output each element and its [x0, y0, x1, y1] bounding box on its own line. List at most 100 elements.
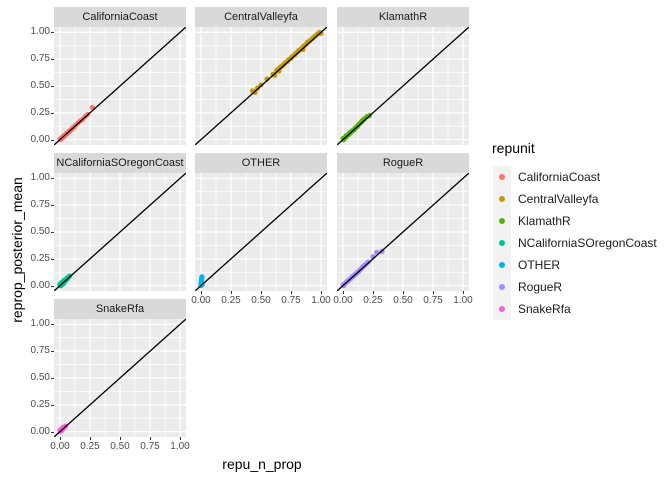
- legend-key: [493, 188, 511, 210]
- y-tick-label: 1.00: [30, 318, 50, 330]
- legend-dot: [499, 284, 505, 290]
- y-tick-label: 0.50: [30, 372, 50, 383]
- legend-dot: [499, 240, 505, 246]
- facet-strip-label: CentralValleyfa: [224, 11, 298, 23]
- x-tick-mark: [261, 291, 262, 294]
- x-tick-mark: [403, 291, 404, 294]
- x-tick-mark: [321, 291, 322, 294]
- y-tick-mark: [51, 431, 54, 433]
- data-point: [318, 30, 324, 37]
- legend-entry-label: SnakeRfa: [518, 302, 571, 316]
- x-tick-mark: [463, 291, 464, 294]
- legend-entry-label: CentralValleyfa: [518, 192, 599, 206]
- facet-strip: CentralValleyfa: [195, 7, 327, 27]
- x-tick-label: 0.50: [110, 441, 130, 452]
- identity-reference-line: [54, 173, 186, 291]
- data-point: [254, 85, 260, 91]
- x-tick-mark: [90, 437, 91, 440]
- facet-strip-label: SnakeRfa: [95, 303, 145, 315]
- x-tick-label: 1.00: [311, 295, 331, 306]
- legend-entry-label: CaliforniaCoast: [518, 170, 601, 184]
- x-tick-label: 0.25: [221, 295, 241, 306]
- legend: repunit CaliforniaCoast CentralValleyfa Kl…: [485, 140, 657, 320]
- facet-panel: [54, 173, 186, 291]
- data-point: [365, 259, 371, 265]
- legend-entry: NCaliforniaSOregonCoast: [485, 232, 657, 254]
- legend-entry-label: KlamathR: [518, 214, 571, 228]
- facet-panel: [54, 319, 186, 437]
- facet-plot-area: [54, 319, 186, 437]
- y-tick-label: 0.75: [30, 53, 50, 65]
- x-tick-mark: [291, 291, 292, 294]
- facet-panel: [195, 27, 327, 145]
- y-tick-label: 0.50: [30, 80, 50, 91]
- legend-entry: OTHER: [485, 254, 657, 276]
- y-tick-mark: [51, 112, 54, 114]
- facet-panel: [337, 173, 469, 291]
- y-tick-mark: [51, 324, 54, 326]
- legend-dot: [499, 218, 505, 224]
- facet-strip: NCaliforniaSOregonCoast: [54, 153, 186, 173]
- legend-key: [493, 232, 511, 254]
- x-tick-label: 0.00: [50, 441, 70, 452]
- y-tick-mark: [51, 351, 54, 353]
- facet-strip-label: OTHER: [241, 157, 281, 169]
- legend-entry-label: OTHER: [518, 258, 560, 272]
- legend-entry: RogueR: [485, 276, 657, 298]
- x-tick-mark: [343, 291, 344, 294]
- y-tick-label: 0.00: [30, 279, 50, 291]
- x-tick-label: 0.00: [191, 295, 211, 306]
- x-tick-label: 1.00: [170, 441, 190, 452]
- legend-entry-label: NCaliforniaSOregonCoast: [518, 236, 657, 250]
- legend-entry: CentralValleyfa: [485, 188, 657, 210]
- identity-reference-line: [195, 27, 327, 145]
- y-tick-label: 0.25: [30, 106, 50, 118]
- y-tick-mark: [51, 86, 54, 87]
- legend-entry: SnakeRfa: [485, 298, 657, 320]
- legend-entry: KlamathR: [485, 210, 657, 232]
- y-tick-mark: [51, 205, 54, 207]
- y-tick-mark: [51, 59, 54, 61]
- facet-panel: [54, 27, 186, 145]
- y-tick-mark: [51, 258, 54, 260]
- y-tick-mark: [51, 178, 54, 180]
- y-tick-label: 0.75: [30, 199, 50, 211]
- legend-dot: [499, 174, 505, 180]
- x-tick-label: 0.75: [281, 295, 301, 306]
- legend-title: repunit: [492, 140, 535, 156]
- y-tick-mark: [51, 232, 54, 233]
- facet-plot-area: [337, 27, 469, 145]
- legend-key: [493, 254, 511, 276]
- x-tick-mark: [120, 437, 121, 440]
- facet-plot-area: [54, 27, 186, 145]
- x-tick-mark: [433, 291, 434, 294]
- identity-reference-line: [337, 27, 469, 145]
- x-tick-mark: [231, 291, 232, 294]
- x-tick-label: 1.00: [453, 295, 473, 306]
- facet-strip-label: NCaliforniaSOregonCoast: [56, 157, 184, 169]
- x-axis-title: repu_n_prop: [222, 456, 302, 472]
- legend-key: [493, 210, 511, 232]
- legend-key: [493, 298, 511, 320]
- x-tick-label: 0.25: [80, 441, 100, 452]
- y-tick-label: 0.00: [30, 133, 50, 145]
- legend-key: [493, 276, 511, 298]
- x-tick-label: 0.50: [251, 295, 271, 306]
- x-tick-mark: [180, 437, 181, 440]
- legend-entry: CaliforniaCoast: [485, 166, 657, 188]
- facet-strip: RogueR: [337, 153, 469, 173]
- x-tick-label: 0.25: [363, 295, 383, 306]
- facet-strip-label: KlamathR: [378, 11, 428, 23]
- y-tick-label: 0.50: [30, 226, 50, 237]
- facet-plot-area: [195, 27, 327, 145]
- y-tick-mark: [51, 404, 54, 406]
- facet-strip-label: CaliforniaCoast: [82, 11, 158, 23]
- y-tick-mark: [51, 378, 54, 379]
- data-point: [67, 273, 73, 279]
- x-tick-mark: [60, 437, 61, 440]
- y-tick-mark: [51, 139, 54, 141]
- y-tick-label: 0.25: [30, 252, 50, 264]
- identity-reference-line: [54, 319, 186, 437]
- x-tick-mark: [373, 291, 374, 294]
- facet-strip: SnakeRfa: [54, 299, 186, 319]
